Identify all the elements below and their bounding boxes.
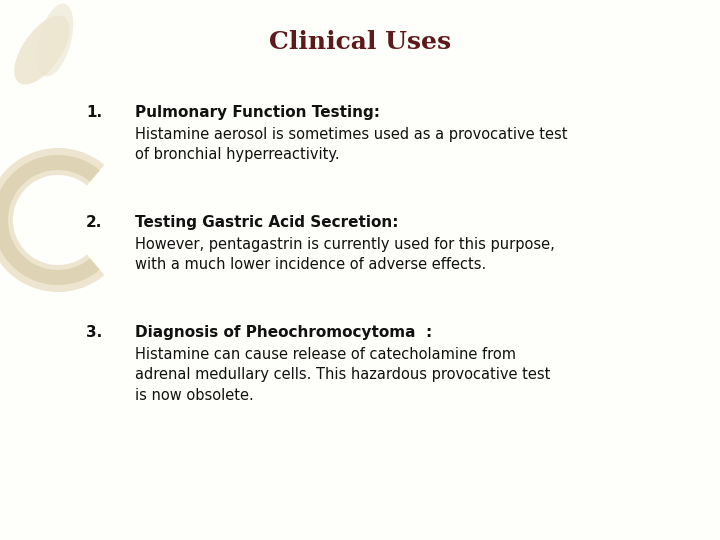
Polygon shape	[0, 148, 104, 292]
Text: Testing Gastric Acid Secretion:: Testing Gastric Acid Secretion:	[135, 215, 398, 230]
Text: However, pentagastrin is currently used for this purpose,
with a much lower inci: However, pentagastrin is currently used …	[135, 237, 554, 272]
Ellipse shape	[37, 4, 73, 77]
Text: Histamine aerosol is sometimes used as a provocative test
of bronchial hyperreac: Histamine aerosol is sometimes used as a…	[135, 127, 567, 163]
Text: 3.: 3.	[86, 325, 102, 340]
Text: Diagnosis of Pheochromocytoma  :: Diagnosis of Pheochromocytoma :	[135, 325, 432, 340]
Ellipse shape	[14, 16, 70, 85]
Polygon shape	[0, 155, 100, 285]
Text: 2.: 2.	[86, 215, 102, 230]
Text: 1.: 1.	[86, 105, 102, 120]
Text: Pulmonary Function Testing:: Pulmonary Function Testing:	[135, 105, 380, 120]
Text: Histamine can cause release of catecholamine from
adrenal medullary cells. This : Histamine can cause release of catechola…	[135, 347, 550, 403]
Text: Clinical Uses: Clinical Uses	[269, 30, 451, 54]
